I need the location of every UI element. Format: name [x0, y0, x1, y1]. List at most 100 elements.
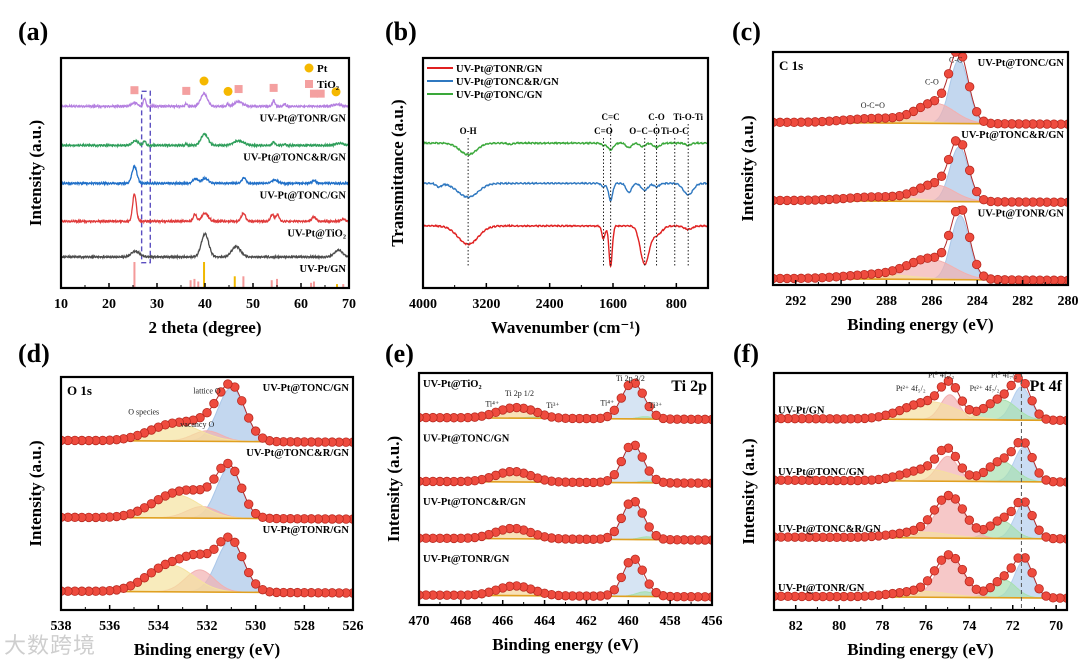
- y-axis-title: Transmittance (a.u.): [388, 99, 407, 246]
- x-tick-label: 292: [785, 294, 806, 309]
- data-point: [623, 442, 633, 453]
- peak-annotation: C-C: [949, 55, 962, 64]
- x-tick-label: 468: [450, 614, 471, 629]
- data-point: [257, 433, 268, 443]
- panel-label: (d): [18, 339, 50, 368]
- series-label: UV-Pt@TONC/GN: [423, 433, 510, 444]
- peak-annotation: Ti³⁺: [546, 401, 559, 410]
- x-tick-label: 70: [1049, 619, 1063, 634]
- series-label: UV-Pt@TONR/GN: [778, 583, 865, 594]
- data-point: [223, 379, 233, 389]
- x-tick-label: 530: [245, 619, 266, 634]
- data-point: [929, 391, 940, 401]
- data-point: [1041, 475, 1051, 485]
- data-point: [209, 544, 219, 555]
- data-point: [922, 515, 933, 525]
- peak-annotation: Ti 2p 3/2: [616, 374, 645, 383]
- data-point: [1027, 396, 1037, 406]
- data-point: [230, 537, 240, 548]
- data-point: [637, 388, 647, 398]
- data-point: [964, 470, 975, 480]
- series-label: UV-Pt/GN: [778, 405, 825, 416]
- data-point: [237, 483, 247, 493]
- data-point: [971, 259, 982, 270]
- pt-marker: [199, 76, 209, 86]
- panel-a: (a) 2 theta (degree) Intensity (a.u.) 10 20 3…: [18, 17, 356, 337]
- data-point: [929, 454, 940, 464]
- data-point: [992, 394, 1002, 404]
- series-label: UV-Pt@TONC&R/GN: [423, 497, 526, 508]
- x-tick-label: 60: [294, 297, 308, 312]
- peak-annotation: O-C=O: [861, 101, 885, 110]
- region-label: C 1s: [779, 58, 803, 73]
- data-point: [1034, 525, 1044, 535]
- plot-area: [774, 373, 1067, 610]
- peak-annotation: Pt²⁺ 4f₇/₂: [970, 384, 1000, 393]
- y-axis-title: Intensity (a.u.): [26, 120, 45, 226]
- x-tick-label: 464: [534, 614, 555, 629]
- data-point: [1041, 591, 1051, 601]
- y-axis-title: Intensity (a.u.): [384, 436, 403, 542]
- data-point: [202, 407, 212, 418]
- data-point: [644, 401, 654, 412]
- series-label: UV-Pt@TiO₂: [287, 228, 346, 239]
- x-tick-label: 2400: [536, 297, 564, 312]
- x-tick-label: 456: [702, 614, 723, 629]
- data-point: [237, 551, 247, 562]
- data-point: [209, 398, 219, 409]
- series-label: UV-Pt@TONC/GN: [263, 383, 350, 394]
- data-point: [216, 387, 226, 397]
- data-point: [651, 530, 661, 541]
- data-point: [971, 107, 982, 117]
- x-tick-label: 458: [660, 614, 681, 629]
- data-point: [1041, 532, 1051, 542]
- series-label: UV-Pt/GN: [300, 264, 347, 275]
- x-tick-label: 10: [54, 297, 68, 312]
- data-point: [1034, 584, 1044, 594]
- x-tick-label: 534: [148, 619, 169, 634]
- plot-area: [61, 379, 353, 598]
- data-point: [616, 572, 627, 583]
- y-axis-title: Intensity (a.u.): [26, 440, 45, 546]
- plot-frame: [421, 56, 710, 290]
- panel-c: (c) Binding energy (eV) Intensity (a.u.) 29…: [732, 17, 1079, 334]
- plot-area: [61, 76, 349, 288]
- data-point: [616, 513, 627, 524]
- series-line: [423, 141, 708, 156]
- plot-frame: [772, 371, 1069, 612]
- band-annotation: C-O: [648, 112, 665, 122]
- series-label: UV-Pt@TONR/GN: [263, 525, 350, 536]
- data-point: [1006, 380, 1016, 391]
- panel-f: (f) Binding energy (eV) Intensity (a.u.) 82…: [733, 339, 1069, 659]
- data-point: [950, 451, 961, 462]
- y-axis-title: Intensity (a.u.): [738, 115, 757, 221]
- data-point: [623, 499, 633, 509]
- data-point: [153, 563, 164, 573]
- data-point: [250, 426, 261, 436]
- data-point: [644, 522, 654, 532]
- data-point: [209, 474, 219, 484]
- data-point: [971, 186, 982, 197]
- peak-annotation: Ti⁴⁺: [485, 400, 499, 409]
- data-point: [950, 383, 961, 393]
- data-point: [139, 573, 150, 583]
- data-point: [999, 389, 1009, 399]
- data-point: [153, 494, 164, 505]
- band-annotation: O-H: [460, 126, 477, 136]
- legend-label: UV-Pt@TONR/GN: [456, 64, 543, 75]
- data-point: [1013, 438, 1023, 448]
- watermark-logo: 大数跨境: [4, 634, 97, 659]
- x-tick-label: 460: [618, 614, 639, 629]
- panel-e: (e) Binding energy (eV) Intensity (a.u.) 47…: [384, 339, 723, 654]
- band-annotation: C=C: [602, 112, 620, 122]
- series-label: UV-Pt@TiO₂: [423, 379, 482, 390]
- data-point: [1006, 446, 1016, 457]
- x-tick-label: 470: [409, 614, 430, 629]
- data-point: [257, 584, 268, 595]
- x-tick-label: 74: [962, 619, 976, 634]
- data-point: [1006, 563, 1016, 573]
- plot-frame: [771, 50, 1070, 287]
- peak-annotation: C-O: [925, 78, 939, 87]
- data-point: [637, 452, 647, 462]
- region-label: O 1s: [67, 383, 92, 398]
